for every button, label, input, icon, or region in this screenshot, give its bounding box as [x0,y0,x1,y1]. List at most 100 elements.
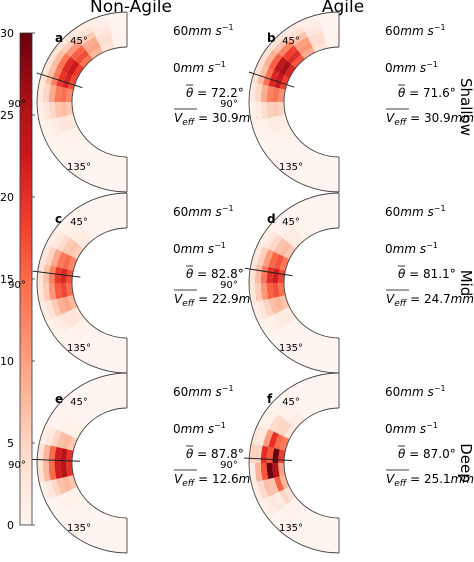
heatmap-cell [257,45,274,66]
heatmap-cell [305,348,323,360]
mean-angle-value: = 87.8° [193,447,243,461]
heatmap-cell [293,154,311,168]
mean-direction-line [32,458,81,462]
heatmap-cell [257,319,274,340]
heatmap-cell [109,533,127,542]
heatmap-cell [257,138,274,159]
heatmap-cell [70,406,86,422]
heatmap-cell [45,319,62,340]
heatmap-cell [260,84,269,102]
v-symbol: V [386,111,395,125]
heatmap-cell [272,283,280,298]
heatmap-cell [268,392,287,411]
heatmap-cell [66,449,74,463]
radial-label-outer: 60mm s−1 [173,23,234,38]
mean-angle-annotation: θ = 71.6° [398,86,456,100]
heatmap-cell [274,296,285,312]
heatmap-cell [44,65,57,85]
heatmap-cell [98,398,114,409]
radial-value: 60 [173,24,188,38]
heatmap-cell [290,519,308,534]
heatmap-cell [273,150,291,168]
colorbar-tick-label: 20 [0,191,14,204]
heatmap-cell [56,314,71,332]
heatmap-cell [51,230,66,250]
heatmap-cell [50,249,62,267]
heatmap-cell [286,207,306,222]
radial-unit: mm s [400,205,433,219]
heatmap-cell [54,266,62,283]
heatmap-cell [45,45,62,66]
heatmap-cell [305,528,323,540]
heatmap-cell [282,201,303,218]
heatmap-cell [51,496,66,516]
heatmap-cell [273,491,287,509]
heatmap-cell [297,510,313,524]
heatmap-cell [284,125,296,140]
heatmap-cell [112,396,127,404]
row-label-mid: Mid [457,270,474,297]
heatmap-cell [37,283,45,304]
heatmap-cell [302,172,322,185]
heatmap-cell [286,163,306,178]
colorbar-tick-label: 25 [0,109,14,122]
heatmap-cell [45,406,62,427]
heatmap-cell [305,25,323,37]
angle-tick-label: 90° [8,99,26,110]
heatmap-cell [282,226,298,242]
heatmap-cell [273,417,287,435]
effective-velocity-annotation: Veff = 30.9mm s−1 [386,110,474,128]
heatmap-cell [85,149,101,163]
heatmap-cell [70,45,86,61]
heatmap-cell [44,246,57,266]
angle-tick-label: 135° [279,523,303,534]
heatmap-cell [81,154,99,168]
heatmap-cell [113,336,127,344]
heatmap-cell [268,477,279,495]
mean-angle-annotation: θ = 87.0° [398,447,456,461]
heatmap-cell [85,330,101,344]
heatmap-cell [42,283,51,302]
heatmap-cell [74,344,94,359]
heatmap-cell [37,442,45,463]
heatmap-cell [302,533,322,546]
heatmap-cell [98,37,114,48]
heatmap-cell [78,392,96,407]
heatmap-cell [251,120,264,142]
heatmap-cell [279,295,290,310]
radial-unit-exponent: −1 [214,241,226,250]
heatmap-cell [112,161,127,169]
heatmap-cell [322,348,339,356]
radial-unit-exponent: −1 [214,60,226,69]
heatmap-cell [256,119,269,139]
heatmap-cell [42,83,51,102]
heatmap-cell [79,497,93,511]
v-subscript: eff [394,118,408,128]
heatmap-cell [262,479,274,497]
heatmap-cell [320,178,339,187]
heatmap-cell [299,375,321,388]
heatmap-cell [299,195,321,208]
heatmap-cell [320,359,339,368]
heatmap-cell [284,245,296,260]
mean-angle-value: = 82.8° [193,267,243,281]
effective-velocity-value: = 22.9 [194,292,238,306]
heatmap-cell [251,423,264,445]
radial-unit: mm s [400,24,433,38]
mean-angle-annotation: θ = 82.8° [186,267,244,281]
heatmap-cell [302,353,322,366]
heatmap-cell [39,481,52,503]
heatmap-cell [79,317,93,331]
heatmap-cell [60,102,68,117]
heatmap-cell [320,198,339,207]
heatmap-cell [62,434,73,450]
colorbar-tick-label: 5 [7,437,14,450]
angle-tick-label: 45° [282,36,300,47]
heatmap-cell [324,161,339,169]
radial-label-inner: 0mm s−1 [173,60,226,75]
heatmap-cell [44,426,57,446]
velocity-unit: mm s [451,472,474,486]
heatmap-cell [100,332,115,343]
heatmap-cell [95,31,113,42]
